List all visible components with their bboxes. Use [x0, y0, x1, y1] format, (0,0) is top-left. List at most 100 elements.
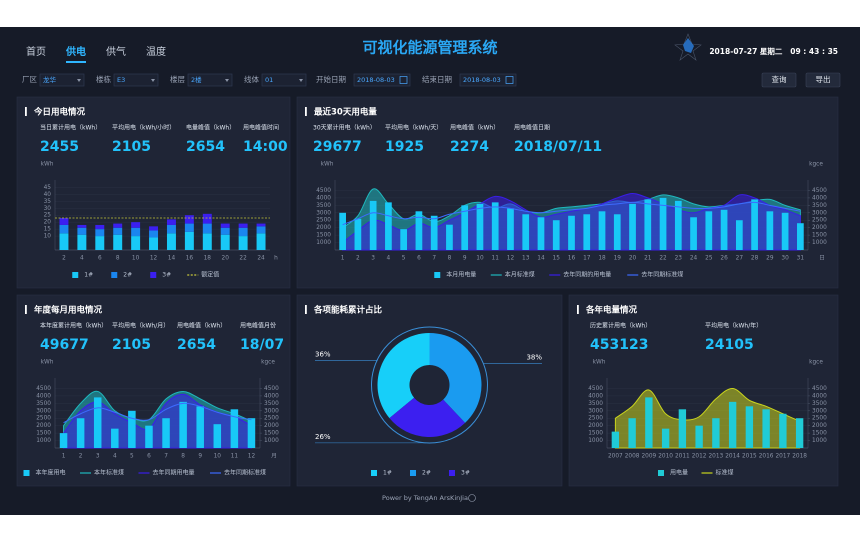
button-label[interactable]: 查询: [772, 74, 787, 84]
stat-value: 2455: [40, 139, 79, 155]
date-label: 结束日期: [422, 74, 452, 84]
x-tick-label: 31: [797, 256, 805, 262]
y-tick-label: 4500: [36, 386, 51, 392]
x-tick-label: 3: [371, 256, 375, 262]
panel: [16, 294, 291, 487]
stat-value: 2105: [112, 139, 151, 155]
pie-slice: [377, 333, 430, 419]
x-tick-label: 17: [583, 256, 591, 262]
y-tick-label: 4000: [36, 393, 51, 399]
y-tick-label: 1500: [36, 431, 51, 437]
x-tick-label: 4: [80, 256, 84, 262]
filter-select[interactable]: [187, 73, 233, 87]
x-tick-label: 2: [62, 256, 66, 262]
legend-label: 本月用电量: [446, 271, 476, 279]
bar: [430, 215, 438, 250]
bar: [230, 409, 239, 448]
x-tick-label: 7: [432, 256, 436, 262]
calendar-icon: [505, 76, 514, 84]
stat-label: 历史累计用电（kWh）: [590, 322, 651, 330]
y2-tick-label: 3500: [812, 401, 827, 407]
button-label[interactable]: 导出: [816, 74, 831, 84]
x-tick-label: 30: [781, 256, 789, 262]
bar-segment: [113, 227, 123, 235]
y2-tick-label: 3000: [812, 210, 827, 216]
bar-segment: [184, 231, 194, 250]
nav-item[interactable]: 温度: [146, 45, 166, 58]
y2-axis-unit: kgce: [809, 360, 823, 366]
bar-segment: [149, 230, 159, 238]
x-tick-label: 2009: [641, 454, 656, 460]
bar: [613, 214, 621, 250]
x-axis-unit: h: [274, 256, 278, 262]
bar-segment: [202, 223, 212, 234]
footer-icon: [468, 494, 476, 502]
y-tick-label: 1000: [316, 240, 331, 246]
bar: [568, 215, 575, 250]
date-input[interactable]: [459, 73, 517, 87]
bar: [695, 425, 703, 448]
bar: [446, 224, 453, 250]
button[interactable]: [761, 72, 797, 88]
y2-tick-label: 1500: [812, 431, 827, 437]
x-tick-label: 22: [659, 256, 667, 262]
legend-label: 去年同期标准煤: [224, 469, 266, 477]
stat-label: 平均用电（kWh/小时）: [112, 124, 175, 132]
x-tick-label: 24: [257, 256, 265, 262]
pie-slice: [429, 333, 482, 423]
stat-value: 14:00: [243, 139, 288, 155]
panel-title: 最近30天用电量: [314, 107, 377, 118]
bar: [400, 229, 408, 250]
filter-caret: [151, 79, 155, 82]
y-axis-unit: kWh: [321, 162, 334, 168]
x-tick-label: 2: [79, 454, 83, 460]
legend-label: 2#: [123, 272, 132, 279]
bar: [415, 211, 423, 250]
x-tick-label: 8: [181, 454, 185, 460]
y-tick-label: 3500: [588, 401, 603, 407]
bar-segment: [202, 213, 212, 224]
x-tick-label: 11: [492, 256, 500, 262]
nav-item[interactable]: 供电: [65, 45, 86, 58]
bar-segment: [77, 224, 87, 228]
bar: [728, 401, 737, 448]
bar-segment: [202, 233, 212, 250]
y-axis-unit: kWh: [593, 360, 606, 366]
bar: [247, 418, 256, 448]
x-tick-label: 14: [537, 256, 545, 262]
x-tick-label: 10: [132, 256, 140, 262]
panel-title-bar: [305, 305, 307, 314]
bar-segment: [113, 234, 123, 250]
y2-tick-label: 2500: [812, 416, 827, 422]
bar-segment: [77, 227, 87, 235]
panel-title-bar: [305, 107, 307, 116]
stat-label: 用电峰值日期: [514, 124, 550, 132]
filter-value: 01: [265, 76, 273, 84]
y-tick-label: 1000: [588, 438, 603, 444]
bar-segment: [238, 223, 248, 228]
x-tick-label: 15: [553, 256, 561, 262]
date-input[interactable]: [353, 73, 411, 87]
button[interactable]: [805, 72, 841, 88]
x-tick-label: 3: [96, 454, 100, 460]
x-tick-label: 5: [402, 256, 406, 262]
bar: [583, 214, 591, 250]
x-tick-label: 6: [417, 256, 421, 262]
filter-select[interactable]: [261, 73, 307, 87]
filter-select[interactable]: [39, 73, 85, 87]
bar: [339, 212, 346, 250]
nav-item[interactable]: 首页: [26, 45, 46, 58]
x-tick-label: 2016: [759, 454, 774, 460]
date-label: 开始日期: [316, 74, 346, 84]
date-value: 2018-08-03: [463, 76, 501, 84]
stat-label: 本年度累计用电（kWh）: [40, 322, 107, 330]
bar-segment: [59, 224, 69, 234]
legend-swatch: [150, 272, 157, 278]
legend-swatch: [658, 470, 664, 476]
x-tick-label: 2008: [625, 454, 640, 460]
y-tick-label: 2500: [316, 218, 331, 224]
y2-tick-label: 1500: [812, 233, 827, 239]
filter-select[interactable]: [113, 73, 159, 87]
nav-item[interactable]: 供气: [106, 45, 126, 58]
